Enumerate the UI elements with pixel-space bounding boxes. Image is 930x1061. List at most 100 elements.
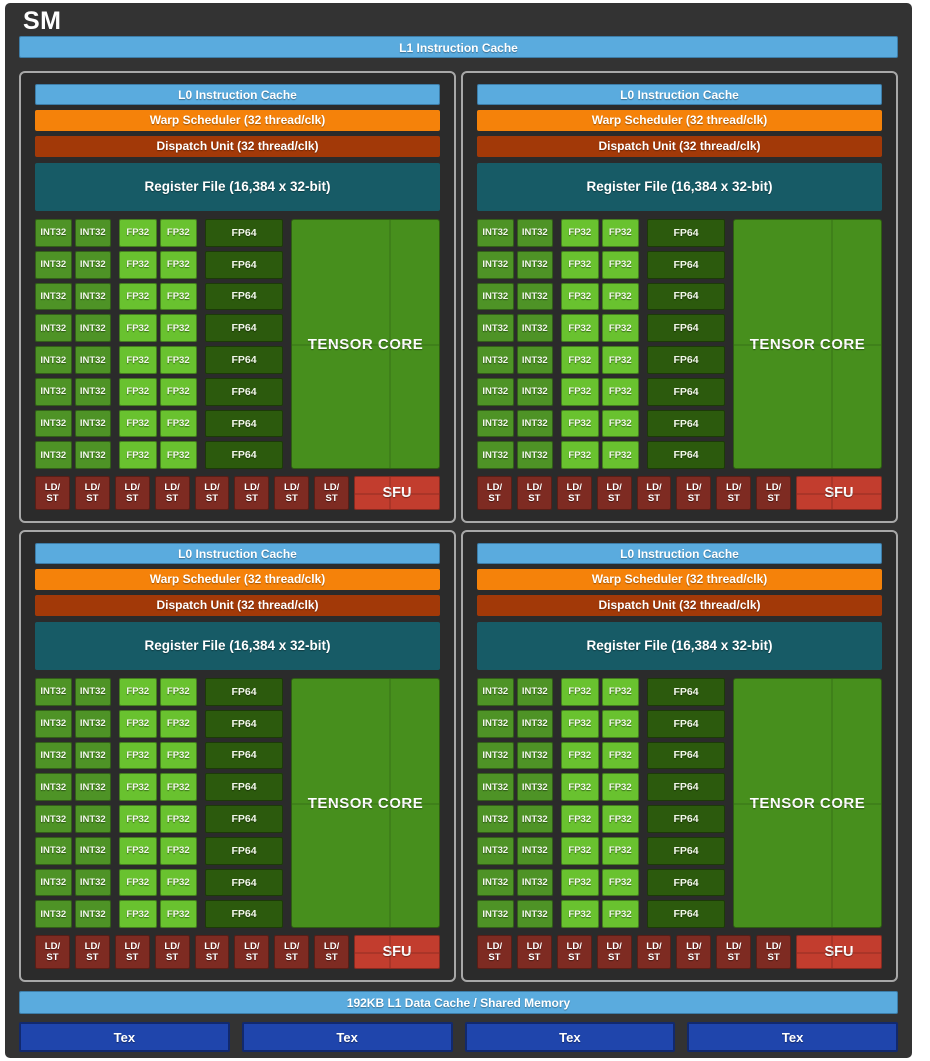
int32-core: INT32 <box>477 805 514 833</box>
partitions-container: L0 Instruction Cache Warp Scheduler (32 … <box>19 71 898 982</box>
int32-core: INT32 <box>35 441 72 470</box>
fp32-core: FP32 <box>561 441 599 470</box>
fp32-core: FP32 <box>561 805 599 833</box>
fp32-core: FP32 <box>601 836 639 865</box>
int32-core: INT32 <box>516 900 553 929</box>
ldst-unit: LD/ ST <box>516 935 552 969</box>
l1-data-cache-bar: 192KB L1 Data Cache / Shared Memory <box>19 991 898 1014</box>
ldst-sfu-row: LD/ ST LD/ ST LD/ ST LD/ ST LD/ ST LD/ ST LD/ … <box>477 476 882 510</box>
fp32-core: FP32 <box>119 709 157 738</box>
int32-core: INT32 <box>516 409 553 438</box>
fp32-core: FP32 <box>159 709 197 738</box>
ldst-sfu-row: LD/ ST LD/ ST LD/ ST LD/ ST LD/ ST LD/ ST LD/ … <box>35 476 440 510</box>
fp32-core: FP32 <box>159 805 197 833</box>
int32-core: INT32 <box>477 346 514 374</box>
dispatch-unit-bar: Dispatch Unit (32 thread/clk) <box>477 136 882 157</box>
int32-core: INT32 <box>516 219 553 247</box>
sfu-unit: SFU <box>796 476 882 510</box>
ldst-unit: LD/ ST <box>676 476 712 510</box>
int32-core: INT32 <box>35 836 72 865</box>
warp-scheduler-bar: Warp Scheduler (32 thread/clk) <box>477 110 882 131</box>
l0-instruction-cache-bar: L0 Instruction Cache <box>477 543 882 564</box>
fp32-core: FP32 <box>601 709 639 738</box>
ldst-unit: LD/ ST <box>516 476 552 510</box>
fp64-core: FP64 <box>647 441 725 470</box>
ldst-unit: LD/ ST <box>274 935 310 969</box>
fp32-core: FP32 <box>119 805 157 833</box>
fp64-core: FP64 <box>205 773 283 802</box>
ldst-unit: LD/ ST <box>314 476 349 510</box>
ldst-unit: LD/ ST <box>114 935 150 969</box>
int32-core: INT32 <box>477 377 514 406</box>
fp32-core: FP32 <box>159 900 197 929</box>
ldst-unit: LD/ ST <box>477 935 512 969</box>
int32-core: INT32 <box>74 741 111 770</box>
fp64-core: FP64 <box>205 282 283 311</box>
tensor-core: TENSOR CORE <box>291 678 440 929</box>
int32-core: INT32 <box>35 709 72 738</box>
ldst-unit: LD/ ST <box>234 476 270 510</box>
tex-unit: Tex <box>19 1022 230 1052</box>
ldst-unit: LD/ ST <box>756 935 791 969</box>
fp32-core: FP32 <box>119 441 157 470</box>
fp32-core: FP32 <box>159 441 197 470</box>
ldst-unit: LD/ ST <box>596 935 632 969</box>
int32-core: INT32 <box>35 900 72 929</box>
int32-core: INT32 <box>74 282 111 311</box>
ldst-unit: LD/ ST <box>556 935 592 969</box>
int32-core: INT32 <box>35 219 72 247</box>
ldst-unit: LD/ ST <box>716 935 752 969</box>
fp32-core: FP32 <box>119 314 157 343</box>
sm-partition: L0 Instruction Cache Warp Scheduler (32 … <box>461 530 898 982</box>
int32-core: INT32 <box>74 441 111 470</box>
fp32-core: FP32 <box>561 314 599 343</box>
int32-core: INT32 <box>516 250 553 279</box>
fp64-core: FP64 <box>647 409 725 438</box>
register-file-bar: Register File (16,384 x 32-bit) <box>35 163 440 211</box>
fp64-core: FP64 <box>647 377 725 406</box>
sm-partition: L0 Instruction Cache Warp Scheduler (32 … <box>461 71 898 523</box>
ldst-unit: LD/ ST <box>35 476 70 510</box>
ldst-unit: LD/ ST <box>74 476 110 510</box>
fp32-core: FP32 <box>159 314 197 343</box>
fp64-core: FP64 <box>647 741 725 770</box>
fp64-core: FP64 <box>647 219 725 247</box>
fp32-core: FP32 <box>119 836 157 865</box>
int32-core: INT32 <box>477 282 514 311</box>
fp32-core: FP32 <box>601 805 639 833</box>
int32-core: INT32 <box>477 709 514 738</box>
fp32-core: FP32 <box>601 314 639 343</box>
int32-core: INT32 <box>35 314 72 343</box>
int32-core: INT32 <box>74 250 111 279</box>
int32-core: INT32 <box>516 377 553 406</box>
sfu-unit: SFU <box>354 476 440 510</box>
int32-core: INT32 <box>516 314 553 343</box>
fp32-core: FP32 <box>601 900 639 929</box>
fp64-core: FP64 <box>647 709 725 738</box>
fp64-column: FP64 FP64 FP64 FP64 FP64 FP64 FP64 FP64 <box>205 678 283 929</box>
fp32-core: FP32 <box>561 709 599 738</box>
int32-core: INT32 <box>477 219 514 247</box>
fp64-core: FP64 <box>647 282 725 311</box>
fp64-core: FP64 <box>205 409 283 438</box>
fp32-core: FP32 <box>601 346 639 374</box>
l1-instruction-cache-bar: L1 Instruction Cache <box>19 36 898 58</box>
fp32-core: FP32 <box>561 900 599 929</box>
int32-core: INT32 <box>516 836 553 865</box>
fp64-core: FP64 <box>647 773 725 802</box>
int32-core: INT32 <box>477 741 514 770</box>
ldst-unit: LD/ ST <box>636 476 672 510</box>
int32-core: INT32 <box>74 377 111 406</box>
core-grid: INT32 INT32 INT32 INT32 INT32 INT32 INT32 INT32… <box>35 219 440 470</box>
fp64-core: FP64 <box>205 250 283 279</box>
fp32-column-pair: FP32 FP32 FP32 FP32 FP32 FP32 FP32 FP32 FP32 FP32… <box>561 219 639 470</box>
int32-core: INT32 <box>516 282 553 311</box>
tex-unit: Tex <box>464 1022 676 1052</box>
int32-core: INT32 <box>74 836 111 865</box>
int32-core: INT32 <box>35 773 72 802</box>
fp32-core: FP32 <box>119 282 157 311</box>
fp64-core: FP64 <box>205 805 283 833</box>
int32-core: INT32 <box>477 678 514 706</box>
int32-core: INT32 <box>477 314 514 343</box>
fp32-core: FP32 <box>159 836 197 865</box>
